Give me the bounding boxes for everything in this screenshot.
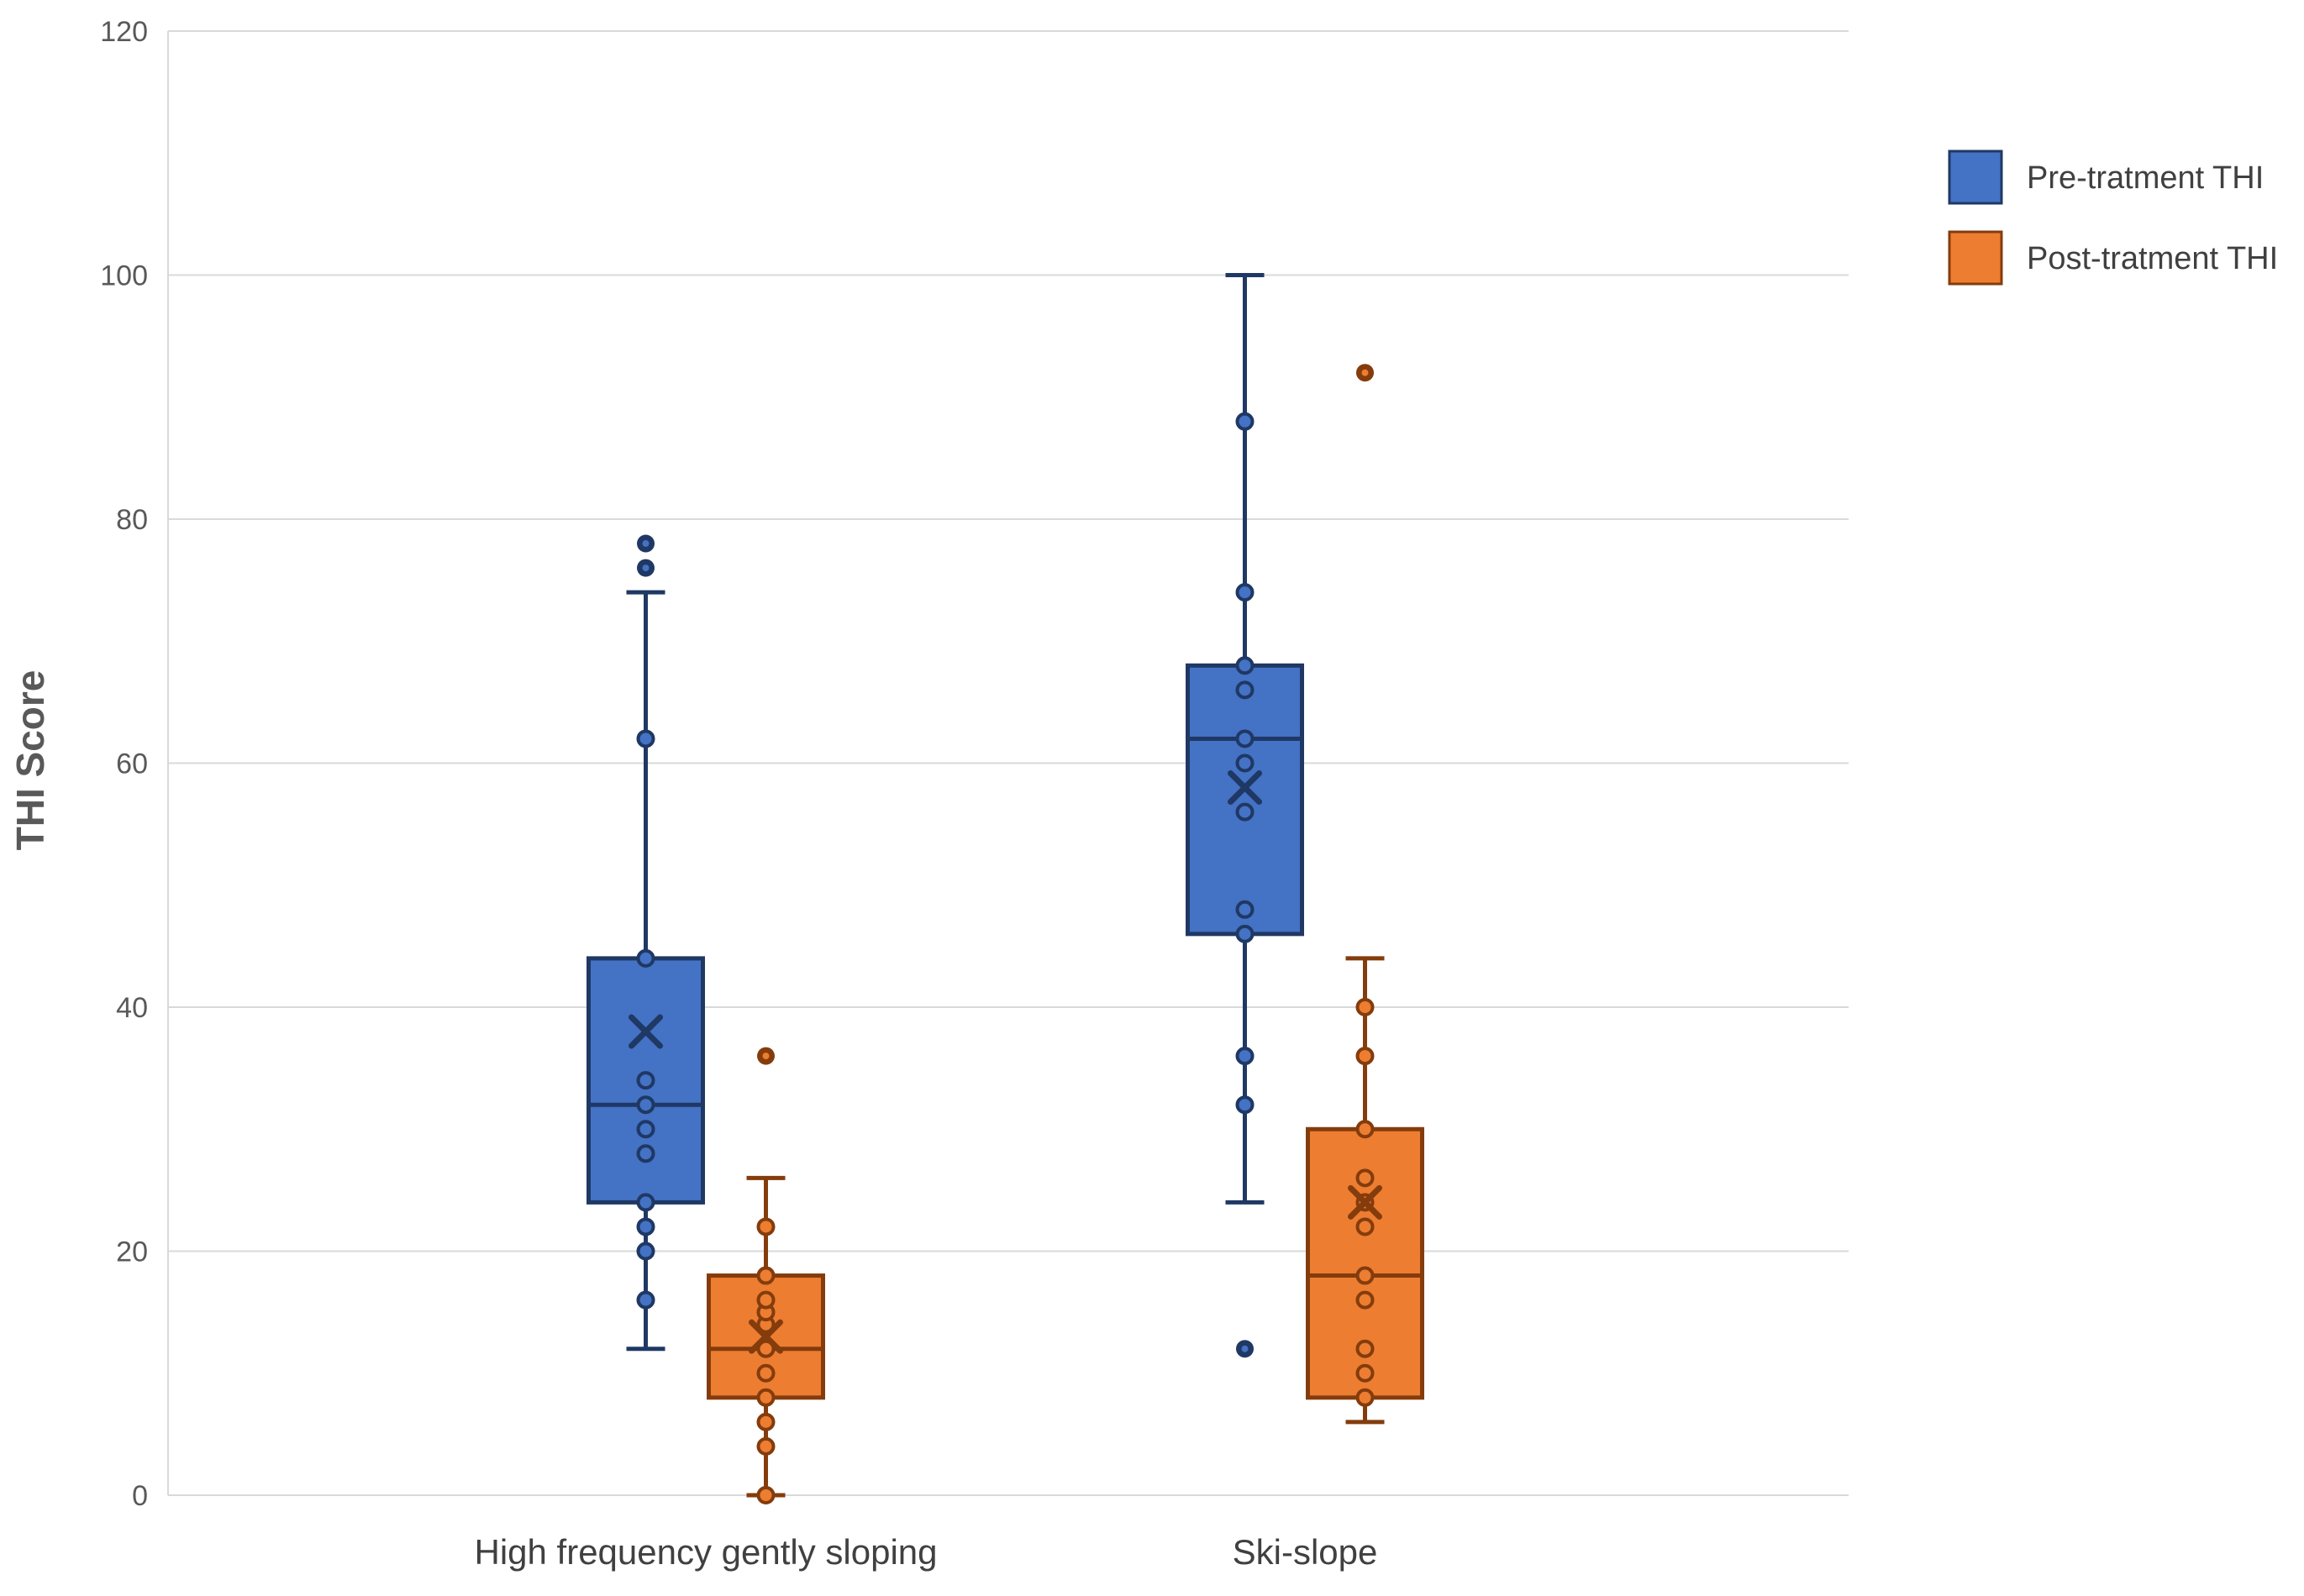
data-point [756, 1388, 776, 1407]
data-point [1235, 802, 1255, 822]
data-point [1355, 1217, 1375, 1236]
data-point [636, 1217, 655, 1236]
data-point [1355, 1363, 1375, 1383]
y-tick-label: 20 [116, 1236, 148, 1268]
mean-marker [1348, 1184, 1382, 1220]
gridlines [167, 30, 1849, 1496]
data-point [636, 1120, 655, 1139]
outlier-point-center [1361, 369, 1369, 376]
y-tick-label: 100 [100, 260, 148, 292]
outlier-point-center [642, 540, 650, 548]
data-point [1235, 1047, 1255, 1066]
legend: Pre-tratment THI Post-tratment THI [1948, 150, 2278, 286]
box-group [587, 534, 705, 1352]
y-axis-title: THI Score [8, 670, 52, 851]
data-point [1235, 753, 1255, 773]
data-point [636, 729, 655, 748]
outlier-point-center [1241, 1345, 1249, 1352]
data-point [756, 1217, 776, 1236]
data-point [636, 948, 655, 968]
data-point [756, 1412, 776, 1431]
data-point [1235, 583, 1255, 602]
box-group [707, 1047, 825, 1504]
data-point [1355, 1290, 1375, 1310]
y-tick-label: 80 [116, 504, 148, 536]
box [1186, 663, 1304, 937]
data-point [756, 1363, 776, 1383]
y-tick-label: 60 [116, 748, 148, 780]
data-point [1355, 1266, 1375, 1285]
data-point [756, 1290, 776, 1310]
data-point [756, 1266, 776, 1285]
legend-swatch [1948, 150, 2003, 205]
data-point [1235, 680, 1255, 700]
data-point [1235, 729, 1255, 748]
y-tick-label: 40 [116, 992, 148, 1024]
data-point [1355, 998, 1375, 1016]
data-point [1355, 1120, 1375, 1139]
box-group [1306, 364, 1424, 1425]
category-label: Ski-slope [1233, 1532, 1378, 1572]
x-axis-category-labels: High frequency gently sloping Ski-slope [474, 1532, 1377, 1572]
data-point [636, 1290, 655, 1310]
data-point [1355, 1339, 1375, 1358]
data-point [1355, 1168, 1375, 1188]
data-point [1355, 1388, 1375, 1407]
data-point [636, 1242, 655, 1261]
y-tick-label: 0 [132, 1480, 148, 1512]
legend-label: Post-tratment THI [2027, 241, 2278, 276]
data-point [1235, 412, 1255, 431]
data-point [756, 1486, 776, 1504]
outlier-point-center [642, 564, 650, 572]
data-point [1235, 656, 1255, 675]
y-axis-tick-labels: 0 20 40 60 80 100 120 [100, 16, 148, 1512]
box-group [1186, 273, 1304, 1358]
data-point [636, 1071, 655, 1090]
legend-label: Pre-tratment THI [2027, 160, 2264, 196]
data-point [756, 1339, 776, 1358]
mean-marker [749, 1319, 783, 1354]
category-label: High frequency gently sloping [474, 1532, 937, 1572]
data-point [636, 1193, 655, 1212]
outlier-point-center [762, 1053, 770, 1060]
plot-area [587, 273, 1424, 1504]
data-point [1235, 924, 1255, 943]
y-tick-label: 120 [100, 16, 148, 48]
data-point [1235, 900, 1255, 919]
data-point [636, 1095, 655, 1115]
data-point [756, 1436, 776, 1456]
legend-swatch [1948, 230, 2003, 286]
mean-marker [629, 1014, 663, 1049]
data-point [1355, 1047, 1375, 1066]
data-point [636, 1144, 655, 1163]
mean-marker [1228, 770, 1262, 806]
data-point [1235, 1095, 1255, 1115]
